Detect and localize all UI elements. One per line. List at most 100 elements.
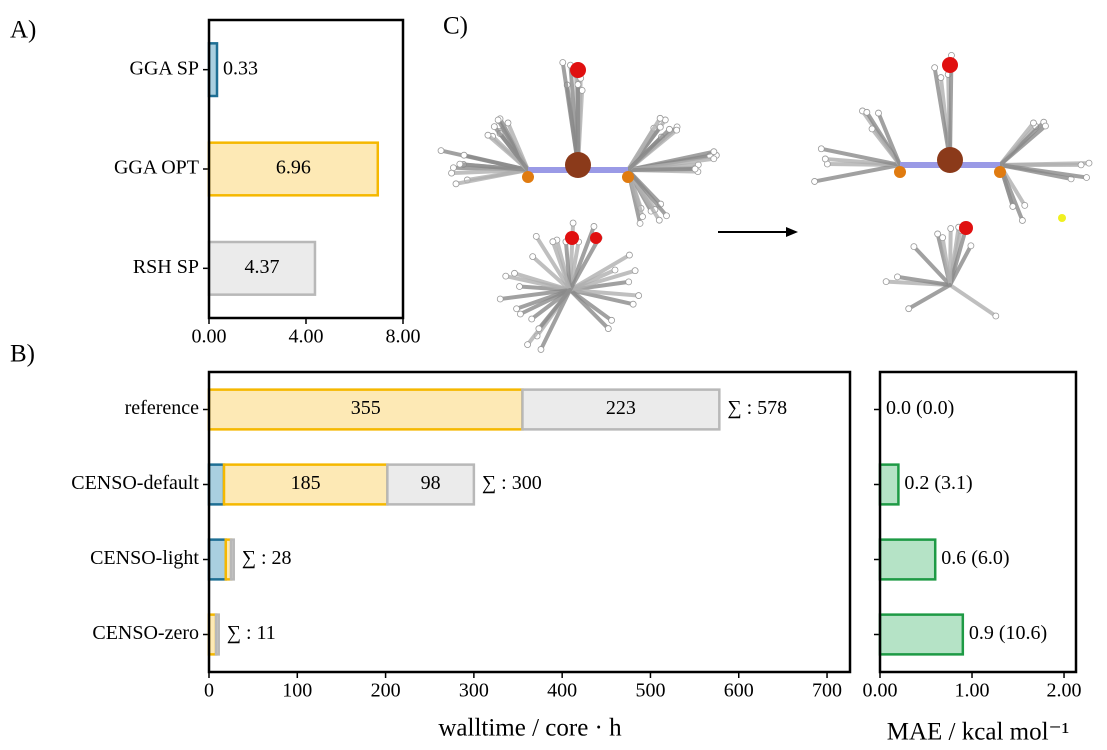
- atom: [485, 132, 491, 138]
- atom: [612, 267, 618, 273]
- atom: [609, 317, 615, 323]
- atom: [711, 149, 717, 155]
- atom: [626, 252, 632, 258]
- atom: [812, 178, 818, 184]
- atom: [636, 293, 642, 299]
- x-tick-label: 700: [812, 680, 842, 702]
- x-tick-label: 0: [204, 680, 214, 702]
- atom: [948, 225, 954, 231]
- x-axis-label: MAE / kcal mol⁻¹: [887, 719, 1069, 746]
- atom: [942, 57, 958, 73]
- x-tick-label: 0.00: [192, 326, 227, 348]
- atom: [1084, 175, 1090, 181]
- value-label: 4.37: [244, 256, 279, 278]
- bond: [950, 285, 996, 316]
- x-tick-label: 8.00: [386, 326, 421, 348]
- atom: [626, 279, 632, 285]
- molecule-images: [438, 52, 1092, 352]
- value-label: 0.9 (10.6): [969, 622, 1047, 644]
- atom: [630, 301, 636, 307]
- atom: [491, 124, 497, 130]
- atom: [497, 296, 503, 302]
- value-label: 6.96: [276, 157, 311, 179]
- atom: [1042, 123, 1048, 129]
- atom: [570, 220, 576, 226]
- atom: [883, 279, 889, 285]
- atom: [438, 148, 444, 154]
- atom: [875, 110, 881, 116]
- bar-segment: [231, 540, 234, 580]
- value-label: 185: [291, 472, 321, 494]
- atom: [822, 156, 828, 162]
- panel-label: B): [10, 341, 35, 368]
- bond: [570, 290, 639, 296]
- atom: [1022, 202, 1028, 208]
- atom: [605, 326, 611, 332]
- atom: [711, 156, 717, 162]
- atom: [538, 346, 544, 352]
- atom: [663, 213, 669, 219]
- x-tick-label: 2.00: [1047, 680, 1082, 702]
- bar: [880, 540, 935, 580]
- value-label: 0.6 (6.0): [941, 547, 1009, 569]
- bond: [1000, 126, 1045, 165]
- atom: [1010, 203, 1016, 209]
- atom: [495, 117, 501, 123]
- bond: [815, 165, 900, 181]
- atom: [657, 115, 663, 121]
- panel-label: C): [443, 13, 468, 40]
- atom: [453, 181, 459, 187]
- atom: [575, 82, 581, 88]
- atom: [536, 326, 542, 332]
- x-tick-label: 500: [635, 680, 665, 702]
- atom: [505, 120, 511, 126]
- total-label: ∑ : 578: [727, 397, 787, 419]
- atom: [911, 244, 917, 250]
- total-label: ∑ : 300: [482, 472, 542, 494]
- atom: [994, 166, 1006, 178]
- atom: [533, 233, 539, 239]
- atom: [894, 166, 906, 178]
- total-label: ∑ : 11: [227, 622, 276, 644]
- atom: [968, 243, 974, 249]
- atom: [530, 254, 536, 260]
- y-tick-label: CENSO-light: [90, 547, 199, 569]
- atom: [522, 171, 534, 183]
- x-tick-label: 300: [459, 680, 489, 702]
- atom: [632, 268, 638, 274]
- panel-label: A): [10, 17, 36, 44]
- y-tick-label: GGA SP: [130, 57, 199, 79]
- atom: [864, 109, 870, 115]
- value-label: 355: [351, 397, 381, 419]
- bar: [880, 465, 898, 505]
- atom: [622, 171, 634, 183]
- atom: [591, 223, 597, 229]
- atom: [565, 231, 579, 245]
- atom: [590, 232, 602, 244]
- atom: [1019, 217, 1025, 223]
- atom: [656, 217, 662, 223]
- x-tick-label: 4.00: [289, 326, 324, 348]
- atom: [457, 161, 463, 167]
- figure: A) B) C) walltime / core · h MAE / kcal …: [0, 0, 1107, 750]
- atom: [560, 59, 566, 65]
- atom: [525, 342, 531, 348]
- atom: [640, 214, 646, 220]
- atom: [818, 146, 824, 152]
- atom: [637, 220, 643, 226]
- atom: [1030, 120, 1036, 126]
- atom: [579, 87, 585, 93]
- atom: [937, 147, 963, 173]
- y-tick-label: RSH SP: [133, 256, 199, 278]
- atom: [1086, 160, 1092, 166]
- bond: [950, 228, 951, 285]
- value-label: 223: [606, 397, 636, 419]
- arrow-head: [786, 227, 798, 237]
- x-tick-label: 600: [724, 680, 754, 702]
- atom: [449, 170, 455, 176]
- y-tick-label: reference: [125, 397, 199, 419]
- value-label: 0.2 (3.1): [904, 472, 972, 494]
- atom: [550, 239, 556, 245]
- value-label: 0.33: [223, 57, 258, 79]
- bar-segment: [209, 540, 226, 580]
